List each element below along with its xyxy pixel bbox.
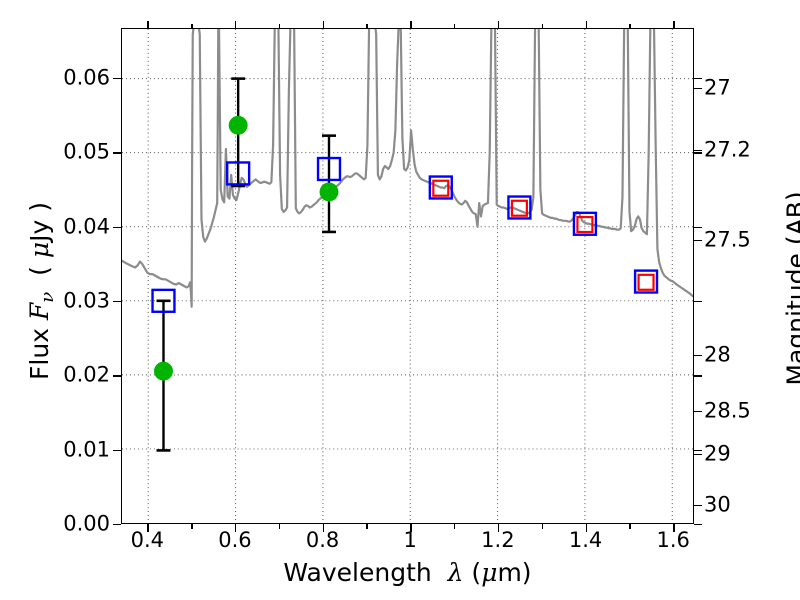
y-axis-right-title: Magnitude (AB) — [781, 191, 800, 386]
x-minor-tick — [629, 524, 631, 529]
y-tick-label-left: 0.01 — [63, 437, 110, 462]
x-tick-label: 1.2 — [481, 528, 515, 552]
x-minor-tick — [541, 524, 544, 529]
y-tick-label-left: 0.02 — [63, 362, 110, 387]
x-minor-tick-top — [454, 23, 456, 29]
magnitude-tick — [694, 150, 702, 152]
magnitude-tick-label: 28 — [704, 342, 731, 367]
x-minor-tick — [278, 524, 281, 529]
grid-layer — [122, 29, 693, 523]
x-minor-tick — [191, 524, 193, 529]
x-tick-top — [322, 20, 324, 29]
x-tick-top — [673, 20, 675, 29]
x-tick-label: 1.4 — [568, 528, 603, 552]
x-tick-top — [410, 20, 412, 29]
y-tick-inner-right — [694, 300, 702, 303]
magnitude-tick — [694, 355, 702, 357]
y-tick-left — [113, 77, 121, 80]
x-minor-tick-top — [366, 23, 368, 29]
x-tick — [585, 524, 587, 532]
x-tick — [147, 524, 149, 532]
x-tick — [410, 524, 412, 532]
x-minor-tick — [454, 524, 456, 529]
y-tick-left — [113, 375, 121, 377]
x-tick-label: 0.6 — [218, 528, 252, 552]
y-tick-left — [113, 449, 121, 452]
y-tick-inner-right — [694, 152, 702, 154]
y-tick-left — [113, 300, 121, 303]
y-tick-inner-right — [694, 524, 702, 526]
x-tick-label: 0.4 — [130, 528, 164, 552]
magnitude-tick-label: 27.2 — [704, 137, 751, 162]
photometry-points-layer — [151, 77, 659, 452]
x-tick — [234, 524, 237, 532]
magnitude-tick — [694, 454, 702, 456]
y-tick-label-left: 0.06 — [63, 65, 110, 90]
y-tick-left — [113, 226, 121, 228]
y-tick-label-left: 0.03 — [63, 288, 110, 313]
y-tick-label-left: 0.05 — [63, 139, 110, 164]
x-tick-label: 1 — [403, 528, 417, 552]
x-minor-tick-top — [278, 23, 281, 29]
x-tick — [673, 524, 675, 532]
x-tick — [322, 524, 324, 532]
plot-area — [121, 28, 694, 524]
magnitude-tick-label: 30 — [704, 492, 731, 517]
y-tick-inner-right — [694, 449, 702, 452]
x-minor-tick-top — [541, 23, 544, 29]
magnitude-tick-label: 28.5 — [704, 398, 751, 423]
x-minor-tick — [366, 524, 368, 529]
x-tick — [497, 524, 500, 532]
x-tick-top — [147, 20, 149, 29]
x-tick-top — [234, 20, 237, 29]
y-tick-left — [113, 524, 121, 526]
y-tick-inner-right — [694, 375, 702, 377]
x-axis-title: Wavelength λ (μm) — [283, 558, 532, 587]
x-tick-top — [497, 20, 500, 29]
y-tick-left — [113, 152, 121, 154]
y-tick-inner-right — [694, 226, 702, 228]
x-tick-label: 1.6 — [656, 528, 690, 552]
x-minor-tick-top — [629, 23, 631, 29]
magnitude-tick-label: 27 — [704, 75, 731, 100]
x-tick-label: 0.8 — [305, 528, 340, 552]
y-tick-inner-right — [694, 77, 702, 80]
magnitude-tick-label: 27.5 — [704, 227, 751, 252]
x-tick-top — [585, 20, 587, 29]
x-minor-tick-top — [191, 23, 193, 29]
magnitude-tick — [694, 505, 702, 507]
magnitude-tick — [694, 240, 702, 242]
magnitude-tick — [694, 88, 702, 90]
y-tick-label-left: 0.00 — [63, 511, 110, 536]
magnitude-tick — [694, 411, 702, 413]
magnitude-tick-label: 29 — [704, 441, 731, 466]
y-tick-label-left: 0.04 — [63, 214, 110, 239]
